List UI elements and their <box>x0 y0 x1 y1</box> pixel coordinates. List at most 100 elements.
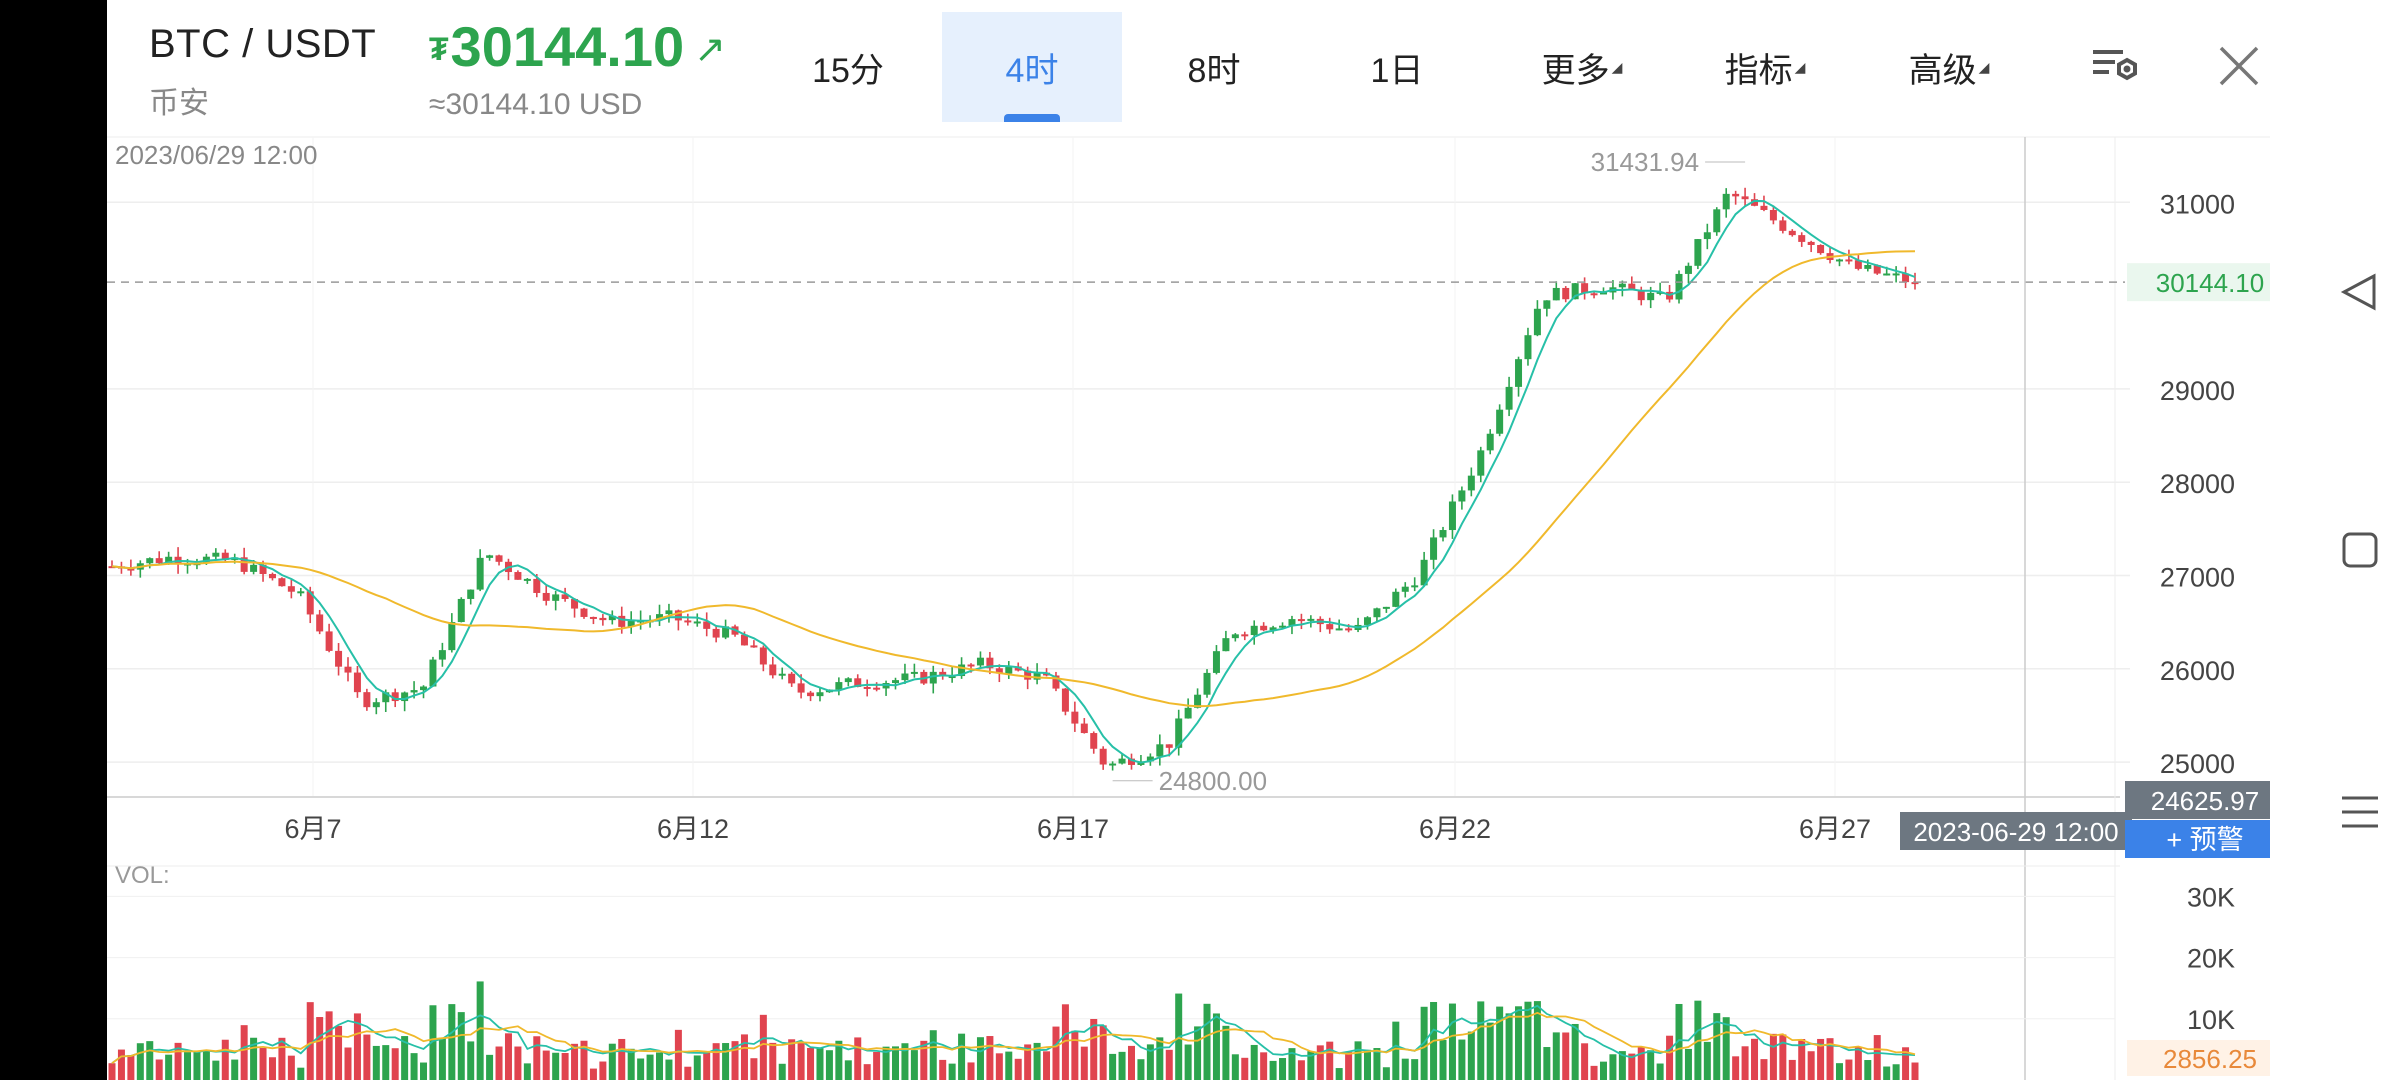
crosshair-time-label: 2023/06/29 12:00 <box>115 140 317 170</box>
tab-more[interactable]: 更多 ◢ <box>1492 12 1672 122</box>
volume-bar <box>1618 1051 1626 1080</box>
volume-bar <box>155 1059 163 1080</box>
candle-body <box>948 676 956 679</box>
volume-bar <box>1477 1001 1485 1080</box>
candle-body <box>1024 670 1032 680</box>
volume-bar <box>1222 1025 1230 1080</box>
candle-body <box>1420 559 1428 586</box>
volume-bar <box>1354 1041 1362 1080</box>
candle-body <box>287 586 295 592</box>
candle-body <box>1533 308 1541 336</box>
last-price: ₮30144.10 ↗ <box>429 14 726 79</box>
volume-bar <box>1335 1068 1343 1080</box>
last-price-label: 30144.10 <box>2156 268 2264 298</box>
volume-bar <box>731 1041 739 1080</box>
candle-body <box>467 589 475 599</box>
volume-bar <box>1458 1039 1466 1080</box>
volume-bar <box>599 1061 607 1080</box>
candle-body <box>1835 259 1843 262</box>
candle-body <box>1873 265 1881 274</box>
candle-body <box>995 668 1003 674</box>
tab-8h[interactable]: 8时 <box>1124 12 1304 122</box>
home-icon[interactable] <box>2340 530 2380 570</box>
menu-icon[interactable] <box>2338 790 2382 834</box>
trading-pair[interactable]: BTC / USDT <box>149 22 377 66</box>
left-black-border <box>0 0 107 1080</box>
candle-body <box>797 683 805 693</box>
volume-bar <box>457 1012 465 1080</box>
volume-bar <box>1505 1013 1513 1080</box>
volume-last-bg <box>2127 1040 2270 1076</box>
tab-indicators[interactable]: 指标 ◢ <box>1675 12 1855 122</box>
candle-body <box>929 671 937 684</box>
candles <box>108 187 1919 771</box>
candle-body <box>1675 273 1683 300</box>
volume-bar <box>778 1063 786 1080</box>
candle-body <box>1307 618 1315 621</box>
volume-bar <box>1411 1059 1419 1080</box>
candle-body <box>410 690 418 693</box>
y-tick-label: 25000 <box>2160 749 2235 779</box>
volume-last-value: 2856.25 <box>2163 1044 2257 1074</box>
candle-body <box>1807 241 1815 245</box>
candle-body <box>372 702 380 708</box>
volume-bar <box>1382 1067 1390 1080</box>
tab-1d[interactable]: 1日 <box>1307 12 1487 122</box>
candle-body <box>1127 758 1135 765</box>
volume-tick-label: 30K <box>2187 882 2235 912</box>
time-cursor-bg <box>1900 812 2132 850</box>
volume-bar <box>1902 1047 1910 1080</box>
volume-bar <box>750 1058 758 1080</box>
candle-body <box>1222 638 1230 652</box>
tab-advanced[interactable]: 高级 ◢ <box>1859 12 2039 122</box>
candle-body <box>1080 723 1088 734</box>
candle-body <box>221 552 229 560</box>
candle-body <box>976 657 984 666</box>
candle-body <box>1250 625 1258 636</box>
candle-body <box>486 555 494 558</box>
volume-bar <box>278 1037 286 1080</box>
candle-body <box>1118 758 1126 764</box>
candle-body <box>1911 282 1919 285</box>
tab-15m[interactable]: 15分 <box>758 12 938 122</box>
dropdown-caret-icon: ◢ <box>1978 58 1990 75</box>
volume-bar <box>306 1002 314 1080</box>
back-icon[interactable] <box>2338 270 2382 314</box>
exchange-name: 币安 <box>149 87 209 120</box>
candle-body <box>457 598 465 623</box>
candle-body <box>297 591 305 594</box>
volume-bar <box>892 1046 900 1080</box>
volume-bar <box>1675 1003 1683 1080</box>
arrow-up-right-icon: ↗ <box>694 29 726 71</box>
volume-bar <box>202 1051 210 1080</box>
volume-bar <box>410 1053 418 1080</box>
volume-bar <box>1817 1038 1825 1080</box>
volume-bar <box>429 1005 437 1080</box>
candle-body <box>1260 625 1268 631</box>
candle-body <box>1883 273 1891 276</box>
volume-bar <box>353 1013 361 1080</box>
volume-bar <box>174 1042 182 1080</box>
volume-bar <box>259 1048 267 1080</box>
volume-bar <box>740 1034 748 1080</box>
chart-settings-icon[interactable] <box>2085 36 2145 96</box>
volume-bar <box>1071 1030 1079 1080</box>
tab-4h[interactable]: 4时 <box>942 12 1122 122</box>
candle-body <box>1439 530 1447 538</box>
candle-body <box>1430 537 1438 560</box>
volume-bar <box>372 1045 380 1080</box>
candle-body <box>1382 606 1390 609</box>
volume-bar <box>1647 1050 1655 1080</box>
kline-chart[interactable]: 25000 26000 27000 28000 29000 31000 6月7 6月12 6月1… <box>0 0 2270 1080</box>
candle-body <box>1014 666 1022 671</box>
candle-body <box>1109 763 1117 766</box>
candle-body <box>1194 694 1202 708</box>
volume-bar <box>703 1052 711 1080</box>
candle-body <box>1448 501 1456 531</box>
close-icon[interactable] <box>2209 36 2269 96</box>
candle-body <box>1741 196 1749 200</box>
system-nav-bar <box>2270 0 2400 1080</box>
alert-button[interactable] <box>2125 820 2270 858</box>
candle-body <box>712 628 720 638</box>
tab-label: 8时 <box>1187 51 1241 90</box>
